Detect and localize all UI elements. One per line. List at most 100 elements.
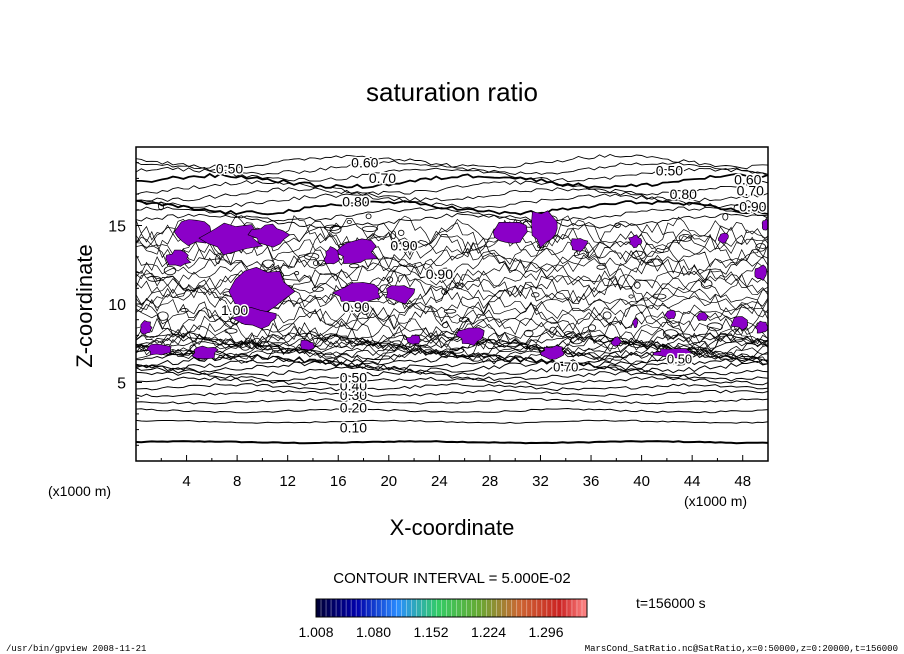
contour-label: 0.70 [553, 360, 578, 375]
contour-label: 0.50 [667, 352, 692, 367]
contour-line [136, 180, 768, 196]
supersaturation-patch [754, 264, 768, 282]
supersaturation-patch [664, 309, 676, 320]
contour-line [136, 193, 768, 209]
contour-loop [602, 311, 612, 320]
contour-loop [304, 252, 320, 261]
colorbar-tick-label: 1.008 [298, 624, 333, 640]
colorbar-ticks: 1.008 1.080 1.152 1.224 1.296 [298, 624, 563, 640]
contour-label: 0.70 [369, 170, 396, 186]
contour-line [136, 339, 768, 358]
supersaturation-patch [299, 339, 316, 351]
contour-line [136, 235, 768, 267]
contour-loop [365, 213, 372, 220]
x-tick-label: 16 [330, 473, 347, 490]
x-tick-label: 4 [182, 473, 190, 490]
supersaturation-patch [455, 327, 485, 346]
contour-loop [733, 204, 741, 213]
contour-line [136, 407, 768, 414]
x-tick-label: 12 [279, 473, 296, 490]
x-tick-label: 40 [633, 473, 650, 490]
contour-label: 0.80 [342, 194, 369, 210]
colorbar-tick-label: 1.224 [471, 624, 506, 640]
contour-line [136, 311, 768, 341]
contour-label: 0.80 [670, 186, 697, 202]
contour-loop [569, 336, 583, 345]
contour-line [136, 360, 768, 374]
contour-loop [390, 230, 397, 240]
x-tick-label: 36 [583, 473, 600, 490]
contour-line [136, 370, 768, 382]
contour-label: 0.50 [340, 370, 367, 386]
contour-loop [163, 266, 177, 276]
supersaturation-patch [323, 246, 340, 265]
contour-loop [348, 263, 360, 269]
contour-loop [180, 308, 189, 313]
contour-loop [313, 260, 319, 266]
contour-labels: 0.100.200.300.400.500.50 0.600.700.800.90… [214, 153, 768, 437]
contour-interval: CONTOUR INTERVAL = 5.000E-02 [333, 570, 570, 587]
contour-line [136, 166, 768, 183]
y-tick-label: 5 [117, 376, 126, 393]
contour-line [136, 206, 768, 222]
contour-loop [361, 225, 379, 232]
contour-loop [157, 311, 169, 321]
supersaturation-patch [730, 316, 749, 331]
contour-loop [523, 329, 534, 338]
contour-loop [386, 276, 394, 283]
contour-line [136, 335, 768, 354]
contour-line [136, 172, 768, 189]
contour-loop [614, 222, 621, 229]
supersaturation-patch [718, 232, 729, 244]
contour-label: 0.50 [216, 161, 243, 177]
contour-label: 0.70 [737, 183, 764, 199]
y-axis: 5 10 15 [108, 162, 142, 446]
x-unit-right: (x1000 m) [684, 493, 747, 509]
colorbar-tick-label: 1.152 [413, 624, 448, 640]
contour-line [136, 187, 768, 203]
supersaturation-patch [754, 320, 768, 334]
contour-loop [215, 254, 221, 265]
x-tick-label: 32 [532, 473, 549, 490]
contour-loop [706, 322, 723, 332]
contour-loop [443, 308, 457, 314]
contour-loop [631, 250, 646, 260]
contour-label: 0.40 [340, 377, 367, 393]
contour-label: 0.60 [351, 154, 378, 170]
contour-loop [549, 326, 557, 335]
contour-line [136, 398, 768, 405]
time-label: t=156000 s [636, 595, 706, 611]
supersaturation-patch [231, 306, 277, 330]
contour-loop [361, 306, 370, 316]
contour-loop [158, 201, 164, 211]
y-tick-label: 10 [108, 297, 126, 314]
supersaturation-patch [539, 345, 565, 360]
supersaturation-patch [165, 249, 192, 267]
contour-label: 0.90 [426, 266, 453, 282]
x-axis: 4 8 12 16 20 24 28 32 36 40 44 48 [160, 455, 751, 490]
contour-line [136, 154, 768, 170]
contour-loop [458, 316, 470, 323]
contour-loop [647, 258, 663, 267]
contour-line [136, 419, 768, 424]
contour-line [136, 247, 768, 277]
contour-loop [755, 243, 767, 252]
contour-label: 0.90 [342, 299, 369, 315]
supersaturation-shading [139, 210, 768, 360]
supersaturation-patch [628, 234, 643, 249]
contour-line [136, 330, 768, 348]
x-axis-label: X-coordinate [390, 515, 515, 540]
x-tick-label: 44 [684, 473, 701, 490]
contour-label: 0.10 [340, 420, 367, 436]
footer-left: /usr/bin/gpview 2008-11-21 [6, 644, 146, 654]
colorbar-tick-label: 1.296 [528, 624, 563, 640]
supersaturation-patch [696, 311, 709, 321]
supersaturation-patch [228, 266, 296, 317]
supersaturation-patch [761, 217, 768, 231]
contour-loop [652, 293, 667, 300]
contour-line [136, 440, 768, 445]
contour-loop [329, 225, 342, 234]
contour-loop [346, 219, 352, 224]
contour-line [136, 212, 768, 229]
supersaturation-patch [146, 343, 172, 356]
